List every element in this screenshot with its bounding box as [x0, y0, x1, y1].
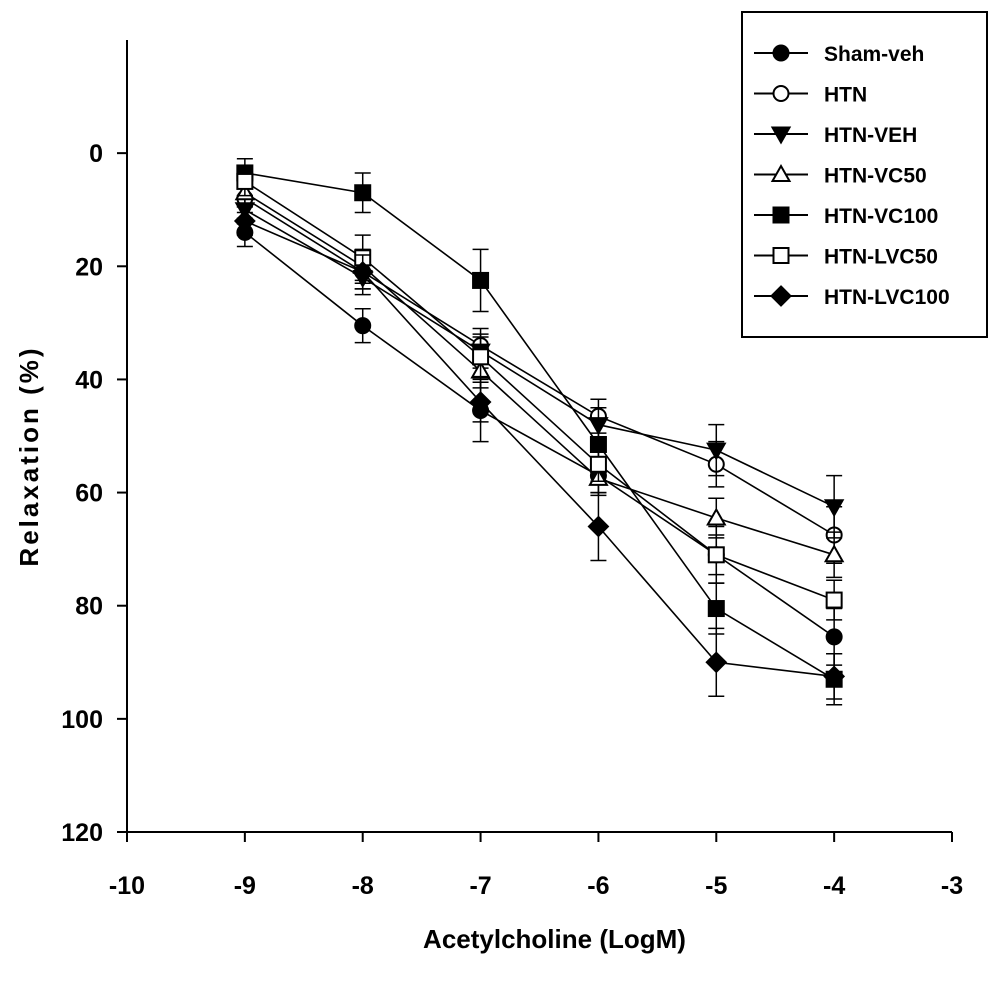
series-line	[244, 192, 835, 556]
data-point	[469, 391, 492, 413]
y-tick-label: 20	[75, 253, 103, 281]
x-tick-label: -5	[705, 872, 727, 900]
legend-label: HTN-VC100	[824, 205, 938, 228]
series-line	[244, 220, 835, 678]
legend-item: HTN-VEH	[754, 124, 917, 147]
legend-item: HTN-LVC50	[754, 246, 938, 269]
legend-marker	[772, 85, 790, 102]
legend: Sham-veh HTN HTN-VEH HTN-VC50 HTN-VC100 HTN-L…	[741, 11, 988, 338]
data-point	[472, 348, 490, 366]
legend-marker	[770, 285, 792, 307]
x-tick-label: -10	[109, 872, 145, 900]
series-line	[244, 180, 835, 601]
legend-label: HTN-VC50	[824, 165, 927, 188]
y-axis-title: Relaxation (%)	[14, 345, 44, 566]
legend-marker	[772, 44, 790, 62]
data-point	[236, 172, 254, 190]
data-point	[706, 442, 727, 461]
data-point	[706, 507, 727, 526]
y-tick-label: 0	[89, 140, 103, 168]
y-tick-label: 120	[61, 819, 103, 847]
x-tick-label: -7	[469, 872, 491, 900]
legend-label: HTN-LVC100	[824, 286, 950, 309]
x-tick-label: -6	[587, 872, 609, 900]
axes: 0 20 40 60 80 100 120 -10 -9 -8 -7 -6 -5 -4 -3	[61, 40, 963, 900]
data-point	[354, 184, 372, 202]
data-point	[823, 499, 845, 518]
legend-marker	[770, 126, 792, 145]
y-tick-label: 60	[75, 480, 103, 508]
y-tick-label: 100	[61, 706, 103, 734]
legend-item: Sham-veh	[754, 43, 924, 66]
legend-marker	[772, 247, 790, 264]
legend-item: HTN-VC100	[754, 205, 938, 228]
legend-label: HTN	[824, 84, 867, 107]
x-axis-title: Acetylcholine (LogM)	[423, 924, 686, 954]
legend-marker	[770, 163, 792, 182]
x-tick-label: -9	[234, 872, 256, 900]
legend-item: HTN-VC50	[754, 163, 927, 188]
data-point	[354, 317, 372, 335]
series-line	[244, 197, 835, 536]
data-point	[823, 544, 845, 563]
legend-label: Sham-veh	[824, 43, 924, 66]
series-htn-vc100	[236, 158, 843, 706]
data-point	[823, 665, 846, 688]
series-line	[244, 209, 835, 508]
series-line	[244, 172, 835, 680]
data-point	[351, 261, 374, 283]
data-point	[589, 455, 607, 473]
y-tick-label: 40	[75, 366, 103, 394]
legend-item: HTN	[754, 84, 867, 107]
legend-label: HTN-LVC50	[824, 246, 938, 269]
series-htn-lvc100	[233, 206, 846, 700]
x-tick-label: -4	[823, 872, 845, 900]
series-htn-lvc50	[236, 166, 843, 621]
plot-area	[233, 158, 846, 706]
x-tick-label: -8	[352, 872, 374, 900]
data-point	[825, 591, 843, 609]
data-point	[825, 628, 843, 646]
data-point	[233, 210, 256, 232]
series-line	[244, 231, 835, 638]
data-point	[705, 651, 728, 674]
legend-item: HTN-LVC100	[754, 285, 950, 309]
y-tick-label: 80	[75, 593, 103, 621]
data-point	[707, 600, 725, 618]
data-point	[472, 271, 490, 289]
x-tick-label: -3	[941, 872, 963, 900]
legend-label: HTN-VEH	[824, 124, 917, 147]
y-ticks: 0 20 40 60 80 100 120	[61, 140, 127, 847]
legend-marker	[772, 206, 790, 224]
data-point	[587, 515, 610, 538]
x-ticks: -10 -9 -8 -7 -6 -5 -4 -3	[109, 832, 963, 900]
data-point	[707, 546, 725, 564]
